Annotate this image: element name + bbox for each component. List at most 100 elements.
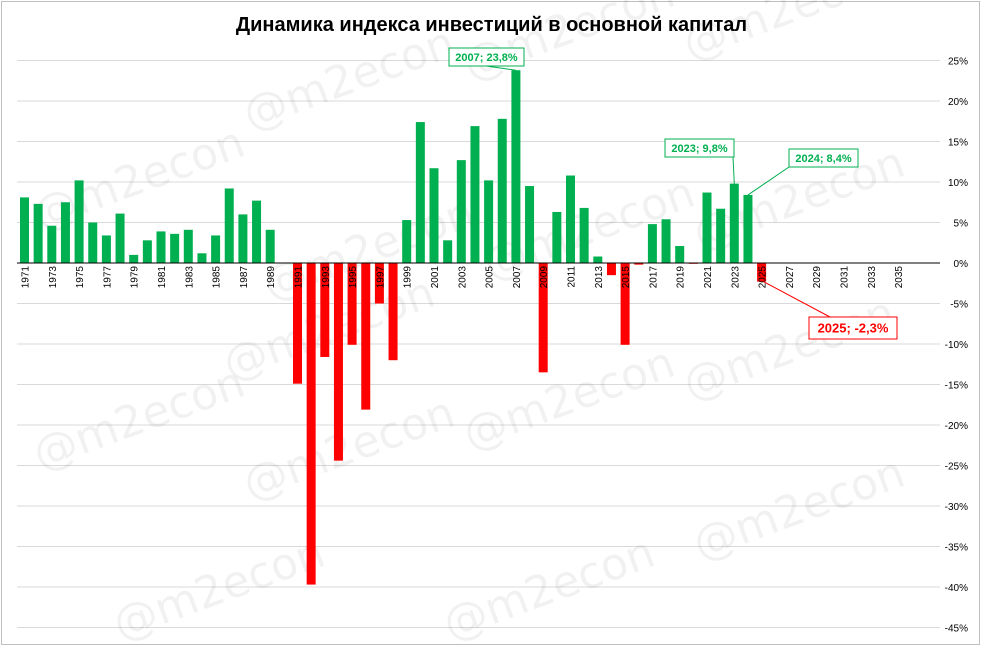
x-tick-label: 1987 <box>239 266 250 289</box>
bar-1976 <box>88 222 98 263</box>
bar-1980 <box>142 240 152 263</box>
y-tick-label: -40% <box>945 583 968 594</box>
callout-label: 2024; 8,4% <box>795 153 851 165</box>
x-tick-label: 2031 <box>840 266 851 289</box>
chart-title: Динамика индекса инвестиций в основной к… <box>235 14 748 36</box>
bar-1995 <box>347 263 357 345</box>
x-tick-label: 2035 <box>894 266 905 289</box>
watermark-text: @m2econ <box>26 357 251 480</box>
x-tick-label: 2007 <box>512 266 523 289</box>
bar-2009 <box>538 263 548 373</box>
x-tick-label: 1995 <box>348 266 359 289</box>
bar-2001 <box>429 168 439 263</box>
watermark-text: @m2econ <box>676 287 901 410</box>
x-tick-label: 2025 <box>758 266 769 289</box>
watermark-text: @m2econ <box>456 337 681 460</box>
bar-2021 <box>702 192 712 263</box>
bar-2022 <box>716 208 726 263</box>
callout-box <box>808 316 898 340</box>
x-tick-label: 2009 <box>539 266 550 289</box>
callout-leader <box>485 65 516 71</box>
bar-1971 <box>20 197 29 263</box>
x-tick-label: 2015 <box>621 266 632 289</box>
x-tick-label: 1981 <box>157 266 168 289</box>
watermark-text: @m2econ <box>236 17 461 140</box>
bar-1986 <box>224 188 234 263</box>
y-tick-label: 20% <box>948 97 968 108</box>
bar-2012 <box>579 207 589 263</box>
x-tick-label: 2029 <box>812 266 823 289</box>
x-tick-label: 2001 <box>430 266 441 289</box>
callout-box <box>664 138 735 158</box>
y-tick-labels: 25% 20% 15% 10% 5% 0% -5% -10% -15% -20% -25% -30% -… <box>945 57 968 635</box>
bar-2005 <box>484 180 494 263</box>
y-tick-label: -5% <box>950 300 968 311</box>
x-tick-label: 1989 <box>266 266 277 289</box>
bar-1988 <box>252 200 262 263</box>
bar-1982 <box>170 233 180 263</box>
bar-2016 <box>634 263 644 265</box>
bar-1975 <box>74 180 84 263</box>
x-tick-label: 2021 <box>703 266 714 289</box>
bar-2024 <box>743 194 753 263</box>
bar-2018 <box>661 219 671 263</box>
bar-2000 <box>415 122 425 263</box>
x-tick-label: 2033 <box>867 266 878 289</box>
bar-1997 <box>374 263 384 304</box>
bar-1979 <box>129 254 139 263</box>
bar-2017 <box>647 224 657 263</box>
watermark-layer: @m2econ@m2econ@m2econ@m2econ@m2econ@m2ec… <box>26 0 911 648</box>
bars <box>20 70 767 585</box>
x-tick-label: 1975 <box>75 266 86 289</box>
bar-2011 <box>566 175 575 263</box>
bar-1981 <box>156 231 166 263</box>
bar-2014 <box>606 263 616 276</box>
x-tick-label: 1971 <box>21 266 32 289</box>
y-tick-label: -10% <box>945 340 968 351</box>
bar-1993 <box>320 263 330 357</box>
x-tick-label: 1973 <box>48 266 59 289</box>
x-tick-label: 2005 <box>485 266 496 289</box>
x-tick-label: 2013 <box>594 266 605 289</box>
y-tick-label: -20% <box>945 421 968 432</box>
callouts: 2007; 23,8% 2023; 9,8% 2024; 8,4% 2025; -2,… <box>448 47 898 340</box>
bar-2003 <box>456 160 466 263</box>
bar-1996 <box>361 263 371 410</box>
y-tick-label: -30% <box>945 502 968 513</box>
bar-1989 <box>265 229 275 263</box>
bar-1977 <box>101 235 111 263</box>
x-tick-label: 1983 <box>184 266 195 289</box>
bar-1978 <box>115 213 125 263</box>
callout-box <box>788 148 859 168</box>
x-tick-label: 1979 <box>130 266 141 289</box>
x-tick-label: 2003 <box>457 266 468 289</box>
x-tick-label: 1985 <box>212 266 223 289</box>
y-tick-label: 5% <box>954 219 969 230</box>
x-tick-labels: 1971 1973 1975 1977 1979 1981 1983 1985 1987 1989… <box>21 266 906 289</box>
x-tick-label: 2017 <box>648 266 659 289</box>
y-tick-label: 15% <box>948 138 968 149</box>
x-tick-label: 1993 <box>321 266 332 289</box>
bar-2019 <box>675 245 685 263</box>
callout-leader <box>732 156 735 184</box>
x-tick-label: 2019 <box>676 266 687 289</box>
bar-1984 <box>197 253 207 263</box>
callout-label: 2025; -2,3% <box>818 321 889 336</box>
y-tick-label: -25% <box>945 462 968 473</box>
watermark-text: @m2econ <box>26 117 251 240</box>
bar-1972 <box>33 203 43 263</box>
bar-1994 <box>333 263 343 461</box>
bar-1991 <box>293 263 302 384</box>
watermark-text: @m2econ <box>676 0 901 70</box>
bar-1992 <box>306 263 316 585</box>
bar-1983 <box>183 229 193 263</box>
x-tick-label: 2011 <box>567 266 578 288</box>
callout-leader <box>763 281 831 318</box>
y-tick-label: -45% <box>945 624 968 635</box>
x-tick-label: 2023 <box>730 266 741 289</box>
watermark-text: @m2econ <box>456 0 681 90</box>
y-tick-label: 0% <box>954 259 969 270</box>
bar-1999 <box>402 220 412 263</box>
callout-label: 2007; 23,8% <box>455 52 518 64</box>
